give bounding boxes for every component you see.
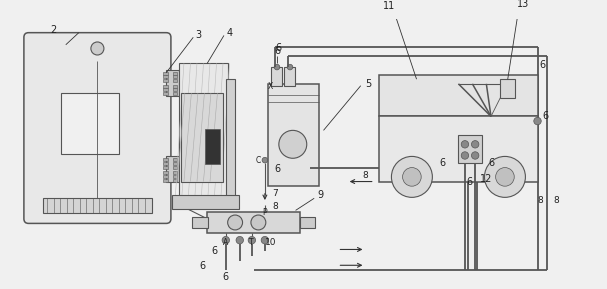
Circle shape: [287, 64, 293, 70]
Bar: [173, 166, 177, 168]
Text: 12: 12: [480, 174, 492, 184]
Text: 8: 8: [273, 202, 278, 211]
Bar: [173, 158, 177, 161]
Text: 6: 6: [212, 246, 218, 256]
Bar: [163, 75, 168, 78]
Bar: [173, 162, 177, 165]
Bar: [166, 70, 179, 96]
Circle shape: [392, 156, 432, 197]
Text: 8: 8: [553, 196, 559, 205]
Bar: [163, 92, 168, 95]
Bar: [163, 88, 168, 91]
Bar: [163, 72, 168, 75]
Text: X: X: [268, 82, 273, 91]
Text: T: T: [249, 238, 253, 247]
Bar: [271, 67, 282, 86]
Text: 6: 6: [488, 158, 494, 168]
Circle shape: [274, 64, 280, 70]
FancyBboxPatch shape: [24, 33, 171, 223]
Circle shape: [251, 215, 266, 230]
Text: 5: 5: [365, 79, 371, 89]
Bar: [173, 175, 177, 178]
Circle shape: [91, 42, 104, 55]
Bar: [181, 93, 223, 181]
Text: 10: 10: [265, 238, 276, 247]
Circle shape: [279, 130, 307, 158]
Bar: [268, 84, 319, 186]
Circle shape: [461, 141, 469, 148]
Bar: [163, 171, 168, 174]
Bar: [163, 179, 168, 181]
Circle shape: [461, 152, 469, 159]
Bar: [163, 79, 168, 82]
Text: 4: 4: [226, 28, 232, 38]
Bar: [163, 162, 168, 165]
Circle shape: [402, 168, 421, 186]
Text: 11: 11: [382, 1, 395, 11]
Bar: [61, 93, 119, 154]
Text: 6: 6: [439, 158, 446, 168]
Bar: [500, 79, 515, 98]
Circle shape: [472, 141, 479, 148]
Text: P: P: [263, 208, 267, 217]
Text: 9: 9: [317, 190, 324, 201]
Bar: [173, 75, 177, 78]
Bar: [163, 85, 168, 88]
Text: 6: 6: [223, 272, 229, 282]
Bar: [379, 116, 538, 181]
Bar: [163, 175, 168, 178]
Bar: [205, 129, 220, 164]
Text: 6: 6: [467, 177, 473, 186]
Text: A: A: [223, 238, 228, 247]
Bar: [173, 179, 177, 181]
Bar: [172, 195, 239, 210]
Bar: [207, 212, 300, 233]
Circle shape: [496, 168, 514, 186]
Text: 13: 13: [517, 0, 530, 9]
Bar: [173, 72, 177, 75]
Text: 6: 6: [274, 164, 280, 175]
Text: 6: 6: [542, 111, 548, 121]
Bar: [173, 85, 177, 88]
Bar: [173, 92, 177, 95]
Bar: [226, 79, 235, 205]
Text: 8: 8: [537, 196, 543, 205]
Text: 6: 6: [539, 60, 545, 70]
Bar: [173, 79, 177, 82]
Text: 8: 8: [362, 171, 368, 179]
Bar: [173, 88, 177, 91]
Bar: [379, 75, 538, 116]
Circle shape: [262, 157, 268, 163]
Circle shape: [228, 215, 243, 230]
Text: 2: 2: [50, 25, 57, 35]
Circle shape: [484, 156, 526, 197]
Circle shape: [236, 236, 243, 244]
Bar: [166, 156, 179, 182]
Circle shape: [248, 236, 256, 244]
Text: 7: 7: [273, 189, 278, 198]
Circle shape: [534, 117, 541, 125]
Circle shape: [222, 236, 229, 244]
Circle shape: [472, 152, 479, 159]
Bar: [285, 67, 294, 86]
Bar: [173, 171, 177, 174]
Bar: [163, 166, 168, 168]
Text: C: C: [256, 156, 261, 165]
Bar: [192, 217, 208, 228]
Circle shape: [261, 236, 269, 244]
Text: 6: 6: [200, 261, 206, 271]
Bar: [163, 158, 168, 161]
Bar: [300, 217, 315, 228]
Text: 3: 3: [196, 29, 202, 40]
Bar: [179, 63, 228, 208]
Text: 6: 6: [274, 46, 280, 56]
Text: 6: 6: [276, 43, 282, 53]
Bar: [42, 198, 152, 213]
Bar: [458, 135, 482, 163]
